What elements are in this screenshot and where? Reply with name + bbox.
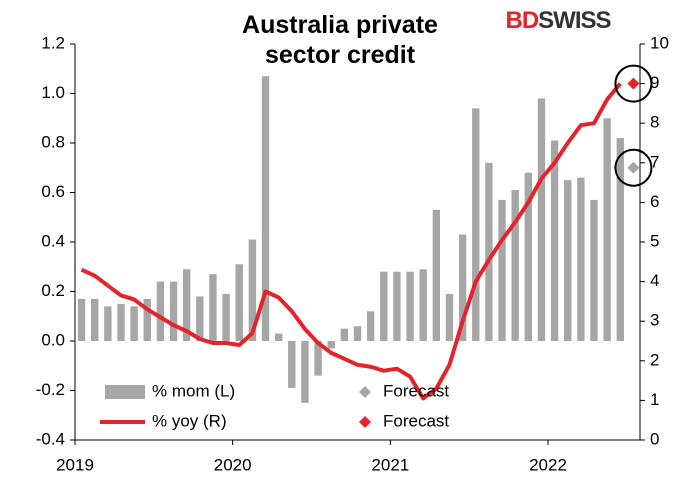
bar: [143, 298, 151, 341]
highlight-circle: [614, 64, 653, 103]
y-tick-label: 0.2: [41, 281, 65, 300]
y-tick-label: -0.2: [36, 380, 65, 399]
bar: [511, 190, 519, 341]
x-tick-label: 2022: [529, 455, 567, 474]
bar: [616, 138, 624, 341]
logo-part: BD: [505, 7, 538, 34]
highlight-circle: [614, 148, 653, 187]
forecast-marker: [627, 77, 640, 90]
bar: [156, 281, 165, 341]
bar: [314, 341, 322, 376]
bar: [261, 76, 270, 342]
bar: [274, 333, 283, 341]
bar: [248, 239, 257, 341]
bar: [196, 296, 204, 341]
x-tick-label: 2021: [371, 455, 409, 474]
bar: [603, 118, 611, 341]
bar: [550, 140, 559, 341]
y2-tick-label: 3: [650, 311, 659, 330]
bar: [524, 172, 532, 341]
bar: [327, 341, 335, 349]
y-tick-label: 0.4: [41, 231, 65, 250]
y-tick-label: 1.2: [41, 33, 65, 52]
bar: [104, 306, 112, 341]
legend-label: Forecast: [383, 381, 449, 400]
bar: [393, 271, 401, 341]
bar: [130, 306, 138, 341]
logo: BDSWISS: [505, 7, 611, 34]
y2-tick-label: 4: [650, 271, 659, 290]
y-tick-label: 1.0: [41, 83, 65, 102]
y2-tick-label: 0: [650, 429, 659, 448]
logo-part: SWISS: [538, 7, 611, 34]
bar: [590, 199, 598, 341]
bar: [222, 293, 230, 341]
y2-tick-label: 1: [650, 390, 659, 409]
x-tick-label: 2020: [214, 455, 252, 474]
y2-tick-label: 8: [650, 113, 659, 132]
y2-tick-label: 7: [650, 152, 659, 171]
x-tick-label: 2019: [56, 455, 94, 474]
y2-tick-label: 5: [650, 231, 659, 250]
y2-tick-label: 2: [650, 350, 659, 369]
y-tick-label: 0.0: [41, 330, 65, 349]
bar: [169, 281, 178, 341]
bar: [577, 177, 585, 341]
y2-tick-label: 6: [650, 192, 659, 211]
chart-title: Australia private sector credit: [242, 11, 438, 69]
legend-label: % yoy (R): [152, 411, 227, 430]
bar: [472, 108, 480, 341]
y2-tick-label: 10: [650, 33, 669, 52]
bar: [235, 264, 243, 341]
bar: [340, 328, 349, 341]
bar: [498, 199, 506, 341]
bar: [353, 326, 362, 341]
bar: [419, 269, 427, 341]
legend-label: Forecast: [383, 411, 449, 430]
bar: [380, 271, 388, 341]
y-tick-label: -0.4: [36, 429, 65, 448]
bar: [209, 274, 217, 341]
bar: [301, 341, 309, 403]
bar: [537, 98, 546, 341]
legend-swatch: [359, 386, 371, 398]
bar: [432, 209, 441, 341]
bar: [117, 303, 125, 341]
line: [80, 82, 622, 401]
bar: [183, 269, 191, 341]
bar: [77, 298, 86, 341]
legend-label: % mom (L): [152, 381, 235, 400]
legend-swatch: [105, 385, 145, 399]
bar: [366, 311, 375, 341]
bar: [288, 341, 296, 389]
bar: [564, 180, 572, 341]
y2-tick-label: 9: [650, 73, 659, 92]
bar: [485, 162, 493, 341]
legend-swatch: [359, 416, 371, 428]
y-tick-label: 0.8: [41, 132, 65, 151]
forecast-marker: [627, 161, 640, 174]
y-tick-label: 0.6: [41, 182, 65, 201]
bar: [458, 234, 467, 341]
bar: [445, 293, 454, 341]
bar: [406, 271, 414, 341]
bar: [91, 298, 99, 341]
